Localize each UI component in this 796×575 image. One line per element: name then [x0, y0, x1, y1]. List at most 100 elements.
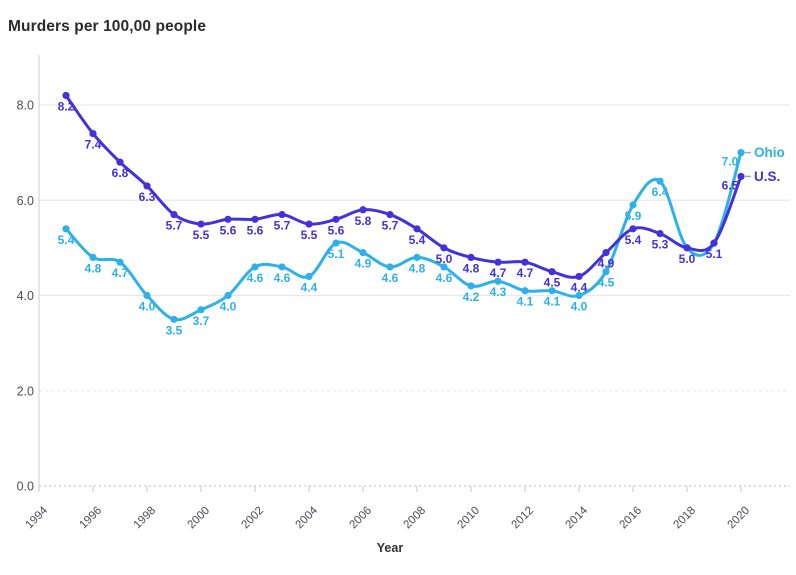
us-point-1999 — [170, 210, 178, 219]
us-point-2004 — [305, 220, 313, 228]
ohio-point-2009 — [440, 263, 448, 271]
us-value-label: 4.8 — [463, 261, 480, 275]
x-tick-label: 2010 — [456, 505, 483, 532]
ohio-value-label: 4.4 — [301, 280, 318, 294]
us-value-label: 5.6 — [247, 223, 264, 237]
ohio-value-label: 4.0 — [139, 300, 156, 314]
ohio-point-2020 — [737, 149, 745, 157]
ohio-value-label: 4.0 — [220, 300, 237, 314]
us-point-2009 — [440, 244, 448, 252]
us-point-1998 — [143, 182, 151, 190]
us-value-label: 6.5 — [722, 178, 739, 192]
ohio-value-label: 4.5 — [598, 276, 615, 290]
ohio-point-2007 — [386, 263, 394, 271]
ohio-value-label: 4.6 — [382, 271, 399, 285]
us-value-label: 5.7 — [382, 219, 399, 233]
y-tick-label: 0.0 — [17, 480, 34, 494]
ohio-value-label: 6.4 — [652, 185, 669, 199]
ohio-value-label: 4.2 — [463, 290, 480, 304]
us-point-1996 — [89, 129, 97, 138]
us-value-label: 5.8 — [355, 214, 372, 228]
ohio-point-2001 — [224, 291, 232, 300]
ohio-value-label: 4.6 — [274, 271, 291, 285]
x-tick-label: 2004 — [294, 504, 321, 531]
us-value-label: 5.6 — [220, 223, 237, 237]
us-point-2017 — [656, 229, 664, 238]
x-tick-label: 1998 — [132, 505, 159, 532]
ohio-point-2000 — [197, 306, 205, 314]
us-value-label: 4.7 — [517, 266, 534, 280]
ohio-point-2013 — [548, 287, 556, 295]
ohio-point-2014 — [575, 291, 583, 300]
us-point-2003 — [278, 210, 286, 219]
ohio-point-1997 — [116, 258, 124, 266]
ohio-value-label: 7.0 — [722, 155, 739, 169]
us-point-2006 — [359, 206, 367, 214]
us-point-2007 — [386, 210, 394, 219]
us-point-2013 — [548, 268, 556, 276]
us-value-label: 5.0 — [436, 252, 453, 266]
ohio-value-label: 4.3 — [490, 285, 507, 299]
ohio-value-label: 4.8 — [85, 261, 102, 275]
y-tick-label: 4.0 — [17, 289, 34, 303]
ohio-value-label: 5.9 — [625, 209, 642, 223]
y-tick-label: 8.0 — [17, 99, 34, 113]
us-point-2002 — [251, 215, 259, 223]
us-value-label: 5.5 — [193, 228, 210, 242]
x-tick-label: 2016 — [618, 505, 645, 532]
us-value-label: 4.7 — [490, 266, 507, 280]
us-point-1995 — [62, 91, 70, 100]
us-point-2000 — [197, 220, 205, 228]
us-value-label: 5.7 — [274, 219, 291, 233]
y-tick-label: 6.0 — [17, 194, 34, 208]
ohio-value-label: 4.1 — [544, 295, 561, 309]
us-point-2010 — [467, 253, 475, 261]
x-tick-label: 2020 — [726, 505, 753, 532]
ohio-point-1996 — [89, 253, 97, 261]
ohio-point-2015 — [602, 268, 610, 276]
ohio-value-label: 4.8 — [409, 261, 426, 275]
us-point-2012 — [521, 258, 529, 266]
us-point-2016 — [629, 225, 637, 233]
ohio-point-2012 — [521, 287, 529, 295]
us-line — [64, 93, 743, 279]
x-tick-label: 2014 — [564, 504, 591, 531]
us-value-label: 5.4 — [625, 233, 642, 247]
us-value-label: 5.6 — [328, 223, 345, 237]
us-point-2019 — [710, 239, 718, 247]
us-point-2014 — [575, 272, 583, 281]
ohio-point-2011 — [494, 277, 502, 285]
chart-title: Murders per 100,00 people — [8, 18, 207, 35]
us-point-1997 — [116, 158, 124, 166]
ohio-point-2005 — [332, 239, 340, 247]
ohio-point-2008 — [413, 253, 421, 261]
ohio-value-label: 4.6 — [436, 271, 453, 285]
us-value-label: 5.0 — [679, 252, 696, 266]
ohio-point-2016 — [629, 201, 637, 209]
us-point-2018 — [683, 244, 691, 252]
us-value-label: 5.3 — [652, 238, 669, 252]
ohio-value-label: 4.9 — [355, 257, 372, 271]
x-tick-label: 2012 — [510, 505, 537, 532]
ohio-value-label: 5.1 — [328, 247, 345, 261]
ohio-value-label: 4.7 — [112, 266, 129, 280]
us-value-label: 4.4 — [571, 280, 588, 294]
x-tick-label: 2008 — [402, 505, 429, 532]
us-point-2001 — [224, 215, 232, 223]
ohio-point-1999 — [170, 315, 178, 323]
us-value-label: 5.1 — [706, 247, 723, 261]
ohio-value-label: 5.4 — [58, 233, 75, 247]
x-tick-label: 1994 — [24, 504, 51, 531]
us-value-label: 7.4 — [85, 138, 102, 152]
ohio-value-label: 3.5 — [166, 323, 183, 337]
us-value-label: 5.4 — [409, 233, 426, 247]
us-value-label: 8.2 — [58, 99, 75, 113]
ohio-point-2004 — [305, 272, 313, 281]
us-point-2015 — [602, 249, 610, 257]
ohio-point-2002 — [251, 263, 259, 271]
us-value-label: 5.5 — [301, 228, 318, 242]
ohio-point-2017 — [656, 177, 664, 185]
us-point-2005 — [332, 215, 340, 223]
